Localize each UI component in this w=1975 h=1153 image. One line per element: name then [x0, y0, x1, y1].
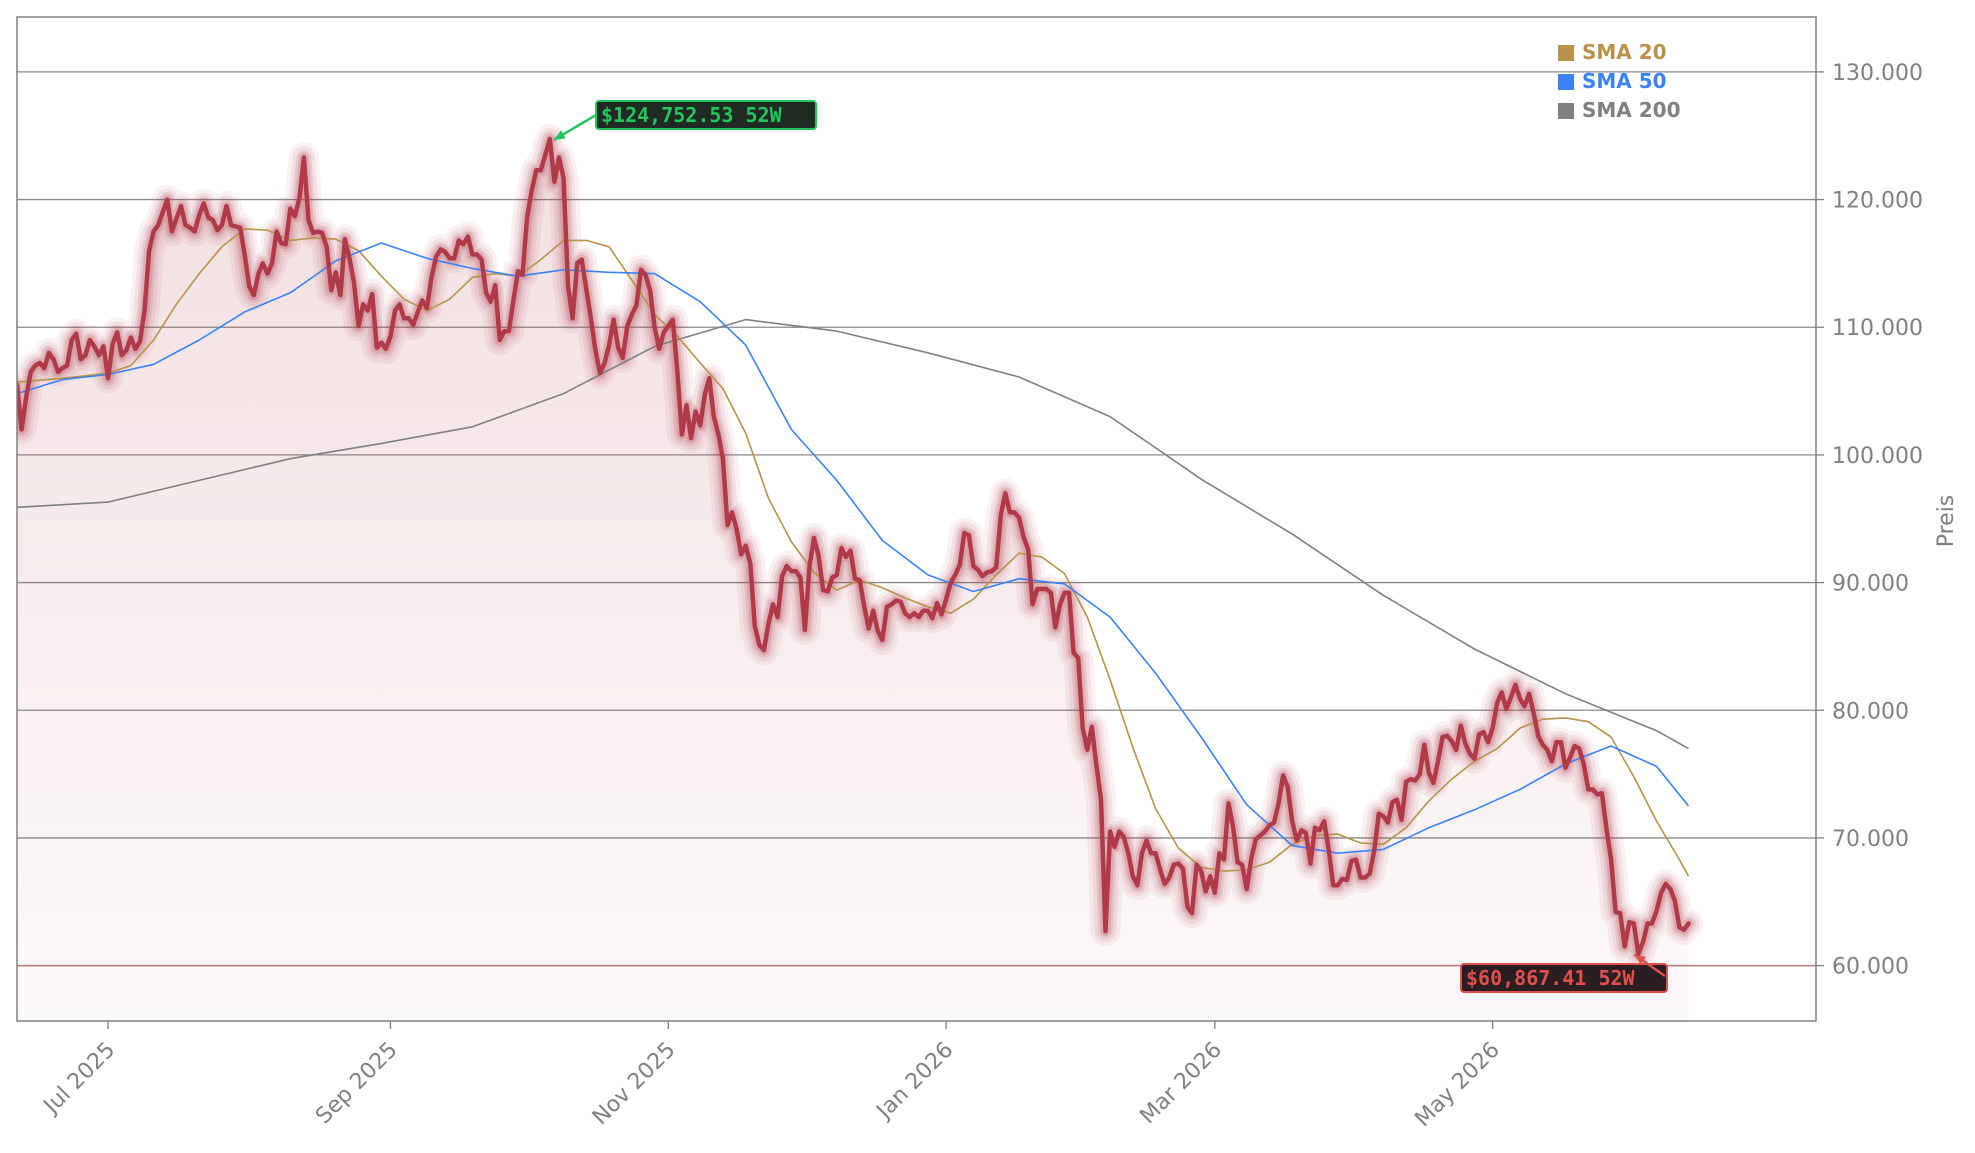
annotation-label-0: $124,752.53 52W	[601, 103, 783, 127]
plot-frame	[16, 16, 1817, 1022]
y-tick-label-3: 90.000	[1832, 572, 1909, 597]
y-tick-label-6: 120.000	[1832, 189, 1923, 214]
x-tick-label-2: Nov 2025	[588, 1038, 681, 1131]
price-area	[17, 138, 1689, 1021]
sma-lines	[17, 228, 1690, 877]
x-tick-label-1: Sep 2025	[311, 1038, 403, 1130]
sma-line-2	[17, 318, 1689, 750]
annotation-box-1	[1460, 963, 1668, 993]
legend-label-2: SMA 200	[1582, 98, 1681, 122]
y-tick-label-5: 110.000	[1832, 316, 1923, 341]
x-tick-label-4: Mar 2026	[1135, 1038, 1227, 1130]
y-tick-label-7: 130.000	[1832, 61, 1923, 86]
legend-swatch-0	[1558, 45, 1574, 61]
y-axis: 60.000 70.000 80.000 90.000 100.000 110.000 12…	[1816, 61, 1923, 980]
annotation-label-1: $60,867.41 52W	[1466, 966, 1636, 990]
x-tick-label-5: May 2026	[1411, 1038, 1505, 1132]
y-tick-label-4: 100.000	[1832, 444, 1923, 469]
sma-line-0	[17, 228, 1690, 877]
annotation-arrowhead-0	[553, 130, 566, 140]
price-line	[17, 136, 1691, 957]
sma-line-1	[17, 242, 1690, 854]
y-tick-label-0: 60.000	[1832, 955, 1909, 980]
x-tick-label-3: Jan 2026	[871, 1038, 959, 1126]
price-line-group	[17, 136, 1691, 957]
x-tick-label-0: Jul 2025	[38, 1038, 120, 1120]
annotations: $124,752.53 52W $60,867.41 52W	[553, 100, 1668, 993]
legend-swatch-1	[1558, 74, 1574, 90]
annotation-arrowhead-1	[1634, 954, 1647, 965]
y-axis-title: Preis	[1934, 495, 1959, 548]
legend: SMA 20 SMA 50 SMA 200	[1558, 40, 1681, 122]
y-tick-label-2: 80.000	[1832, 699, 1909, 724]
legend-label-0: SMA 20	[1582, 40, 1667, 64]
legend-label-1: SMA 50	[1582, 69, 1667, 93]
legend-swatch-2	[1558, 103, 1574, 119]
price-area-fill	[17, 138, 1689, 1021]
x-axis: Jul 2025 Sep 2025 Nov 2025 Jan 2026 Mar 2026…	[38, 1021, 1505, 1132]
y-tick-label-1: 70.000	[1832, 827, 1909, 852]
